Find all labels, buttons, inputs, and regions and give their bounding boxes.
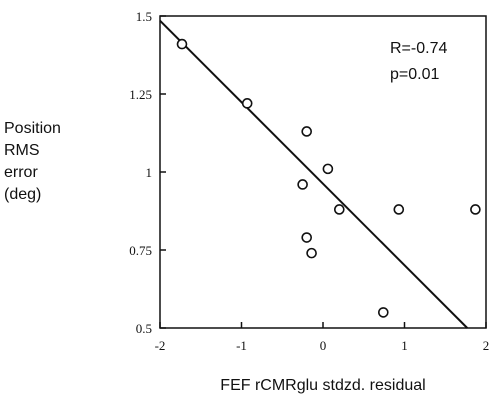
x-axis: -2 -1 0 1 2	[155, 322, 490, 353]
data-point	[301, 126, 313, 137]
data-points	[176, 38, 481, 318]
data-point	[470, 204, 481, 215]
y-axis-label-line: RMS	[4, 142, 40, 159]
y-tick-label: 1	[146, 165, 153, 180]
x-tick-label: 0	[320, 338, 327, 353]
y-axis-label-line: Position	[4, 120, 61, 137]
x-tick-label: 1	[401, 338, 408, 353]
y-axis-label-line: (deg)	[4, 186, 41, 203]
y-axis: 0.5 0.75 1 1.25 1.5	[129, 9, 166, 336]
data-point	[378, 307, 389, 318]
y-tick-label: 1.5	[136, 9, 152, 24]
y-tick-label: 1.25	[129, 87, 152, 102]
data-point	[393, 204, 405, 215]
data-point	[297, 179, 308, 190]
data-point	[333, 204, 345, 215]
data-point	[176, 38, 188, 50]
annotation-r: R=-0.74	[390, 40, 447, 57]
y-tick-label: 0.5	[136, 321, 152, 336]
data-point	[306, 247, 317, 259]
regression-line	[159, 19, 468, 329]
data-point	[241, 98, 253, 109]
x-tick-label: 2	[483, 338, 490, 353]
y-axis-label-line: error	[4, 164, 38, 181]
data-point	[301, 232, 313, 243]
x-axis-label: FEF rCMRglu stdzd. residual	[220, 377, 425, 394]
y-axis-label: Position RMS error (deg)	[4, 120, 61, 203]
x-tick-label: -1	[236, 338, 247, 353]
x-tick-label: -2	[155, 338, 166, 353]
annotation-p: p=0.01	[390, 66, 439, 83]
plot-frame	[159, 15, 487, 329]
y-tick-label: 0.75	[129, 243, 152, 258]
data-point	[322, 163, 334, 175]
